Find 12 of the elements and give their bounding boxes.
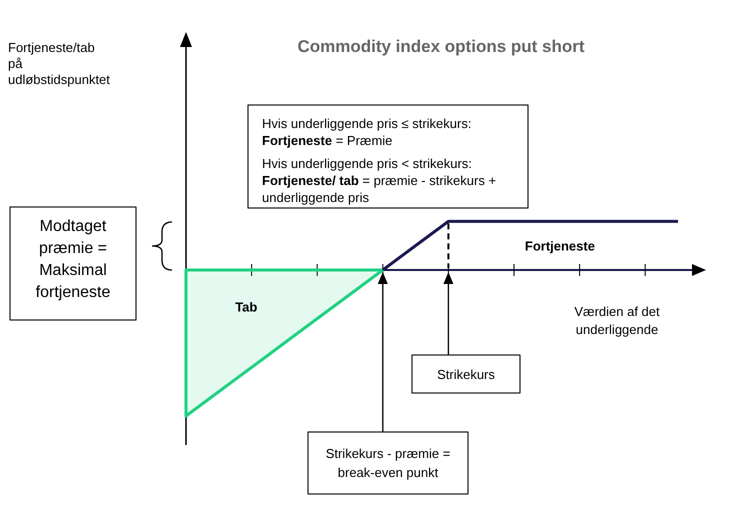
chart-title: Commodity index options put short: [297, 37, 585, 56]
text: Modtaget præmie = Maksimal fortjeneste: [36, 218, 110, 301]
text: Fortjeneste/tab på udløbstidspunktet: [8, 40, 110, 87]
text: Hvis underliggende pris < strikekurs:: [262, 156, 472, 171]
text: Fortjeneste = Præmie: [262, 133, 392, 148]
text: Strikekurs - præmie = break-even punkt: [326, 446, 450, 480]
series-label: Fortjeneste: [524, 238, 595, 254]
series-label: Tab: [235, 300, 258, 314]
x-axis-title: Værdien af det underliggende: [574, 304, 660, 337]
text: Fortjeneste/ tab = præmie - strikekurs + underliggende pris: [262, 173, 496, 205]
annotation: Strikekurs: [437, 367, 496, 382]
text: Hvis underliggende pris ≤ strikekurs:: [262, 116, 472, 131]
